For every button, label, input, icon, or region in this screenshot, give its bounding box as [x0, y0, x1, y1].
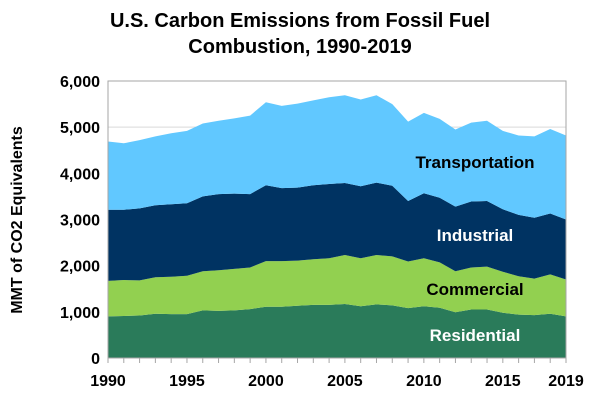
y-tick-label: 1,000 — [60, 305, 100, 322]
series-label-commercial: Commercial — [426, 280, 523, 299]
y-tick-label: 5,000 — [60, 120, 100, 137]
series-label-transportation: Transportation — [415, 153, 534, 172]
x-tick-label: 2000 — [248, 373, 284, 390]
x-tick-label: 2010 — [406, 373, 442, 390]
plot-border — [107, 80, 567, 359]
x-tick-label: 1990 — [90, 373, 126, 390]
y-tick-label: 2,000 — [60, 259, 100, 276]
series-label-residential: Residential — [430, 326, 521, 345]
x-tick-label: 1995 — [169, 373, 205, 390]
chart-title-line2: Combustion, 1990-2019 — [188, 36, 411, 58]
area-industrial — [108, 182, 566, 281]
series-label-industrial: Industrial — [437, 226, 514, 245]
chart-title-line1: U.S. Carbon Emissions from Fossil Fuel — [110, 10, 490, 32]
x-tick-label: 2019 — [548, 373, 584, 390]
area-transportation — [108, 95, 566, 220]
x-tick-label: 2015 — [485, 373, 521, 390]
x-tick-label: 2005 — [327, 373, 363, 390]
y-tick-label: 0 — [91, 351, 100, 368]
y-axis-label: MMT of CO2 Equivalents — [9, 126, 26, 314]
y-tick-label: 3,000 — [60, 213, 100, 230]
area-commercial — [108, 255, 566, 317]
y-tick-label: 6,000 — [60, 74, 100, 91]
area-residential — [108, 304, 566, 358]
y-tick-label: 4,000 — [60, 166, 100, 183]
